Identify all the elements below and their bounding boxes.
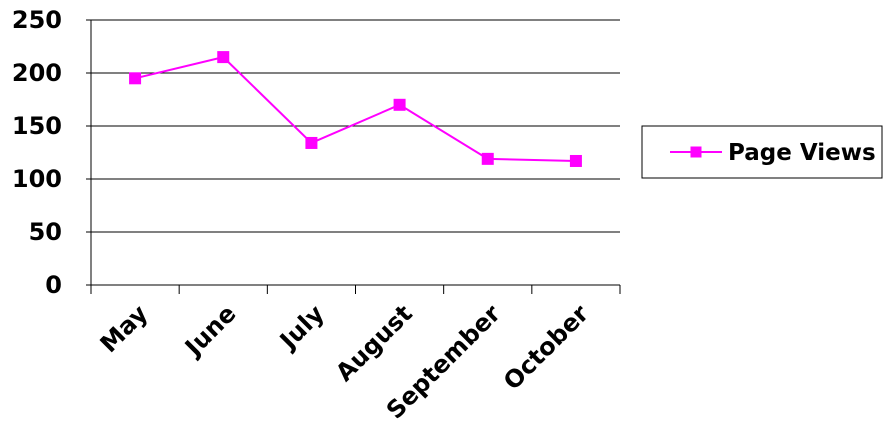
series-lines (129, 51, 582, 167)
x-tick-label: August (330, 299, 417, 386)
y-tick-label: 0 (45, 271, 62, 299)
data-point-marker (393, 98, 406, 111)
x-tick-label: June (178, 299, 241, 362)
legend-label: Page Views (728, 140, 876, 166)
gridlines (91, 19, 620, 233)
y-tick-label: 100 (12, 165, 62, 193)
series-line (134, 55, 576, 162)
y-tick-label: 50 (29, 218, 62, 246)
x-tick-label: October (498, 299, 594, 395)
y-tick-label: 200 (12, 59, 62, 87)
y-tick-label: 250 (12, 6, 62, 34)
data-point-marker (305, 136, 318, 149)
legend-swatch-marker (690, 146, 702, 158)
data-point-marker (217, 51, 230, 64)
data-point-marker (481, 152, 494, 165)
x-tick-label: July (273, 299, 330, 356)
x-tick-label: May (95, 299, 154, 358)
data-point-marker (129, 72, 142, 85)
legend: Page Views (641, 125, 883, 179)
axes (86, 19, 621, 294)
data-point-marker (569, 154, 582, 167)
y-tick-labels: 0 50 100 150 200 250 (12, 6, 62, 299)
y-tick-label: 150 (12, 112, 62, 140)
